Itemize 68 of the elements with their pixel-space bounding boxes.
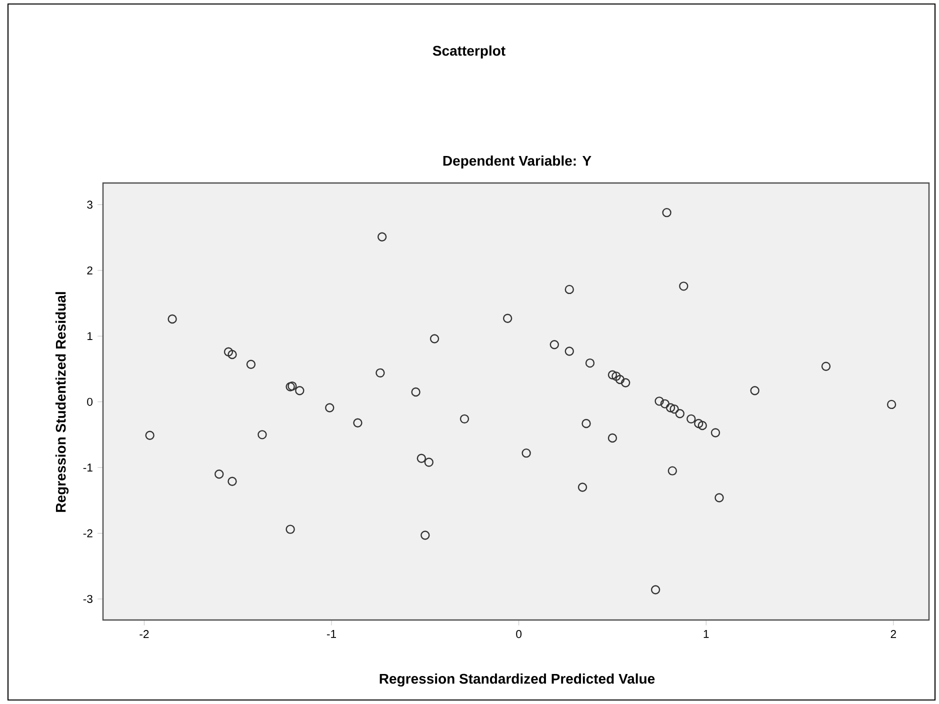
point: [502, 314, 512, 323]
y-tick-label: -2: [83, 529, 92, 538]
point: [420, 530, 430, 540]
point: [145, 430, 154, 440]
y-tick-label: -1: [83, 464, 92, 472]
point: [615, 374, 625, 384]
point: [460, 414, 470, 424]
point: [608, 433, 618, 443]
point: [886, 400, 896, 410]
point: [214, 470, 224, 479]
point: [325, 403, 334, 412]
point: [286, 524, 295, 534]
y-axis-title: Regression Studentized Residual: [55, 292, 69, 512]
point: [650, 585, 660, 594]
y-tick-label: 1: [88, 332, 92, 340]
point: [686, 414, 696, 424]
point: [670, 404, 679, 414]
point: [168, 314, 177, 324]
y-tick-label: -3: [83, 594, 92, 603]
point: [608, 370, 618, 380]
point: [522, 448, 531, 458]
point: [660, 399, 670, 408]
point: [666, 403, 676, 412]
point: [710, 428, 720, 438]
point: [353, 418, 362, 428]
point: [582, 418, 591, 428]
point: [662, 208, 672, 218]
x-tick-label: 2: [890, 630, 896, 638]
point: [821, 362, 831, 371]
point: [675, 409, 684, 418]
x-tick-label: 0: [516, 630, 522, 638]
x-axis-title: Regression Standardized Predicted Value: [380, 673, 655, 687]
y-tick-label: 2: [87, 266, 92, 274]
point: [620, 378, 630, 388]
x-tick-label: -2: [140, 630, 149, 638]
point: [416, 454, 426, 463]
y-tick-label: 3: [87, 200, 92, 209]
point: [258, 430, 267, 440]
point: [224, 347, 234, 356]
point: [564, 346, 574, 356]
point: [679, 282, 688, 291]
point: [698, 420, 707, 430]
point: [585, 358, 595, 368]
point: [564, 284, 574, 294]
y-tick-label: 0: [87, 398, 93, 406]
point: [694, 418, 704, 428]
point: [228, 350, 237, 360]
point: [424, 458, 434, 467]
point: [714, 493, 724, 502]
point: [286, 382, 295, 392]
x-tick-label: 1: [704, 630, 709, 638]
x-tick-label: -1: [326, 630, 336, 638]
point: [578, 482, 588, 492]
point: [550, 340, 559, 350]
chart-title: Scatterplot: [432, 45, 506, 59]
point: [288, 381, 297, 391]
point: [668, 466, 677, 476]
point: [430, 334, 440, 344]
point: [377, 232, 387, 242]
point: [654, 396, 664, 406]
point: [612, 372, 621, 381]
point: [411, 387, 420, 397]
point: [376, 368, 385, 378]
point: [750, 386, 760, 396]
point: [246, 360, 256, 369]
chart-subtitle: Dependent Variable: Y: [443, 155, 592, 169]
point: [228, 476, 237, 486]
point: [295, 386, 304, 396]
